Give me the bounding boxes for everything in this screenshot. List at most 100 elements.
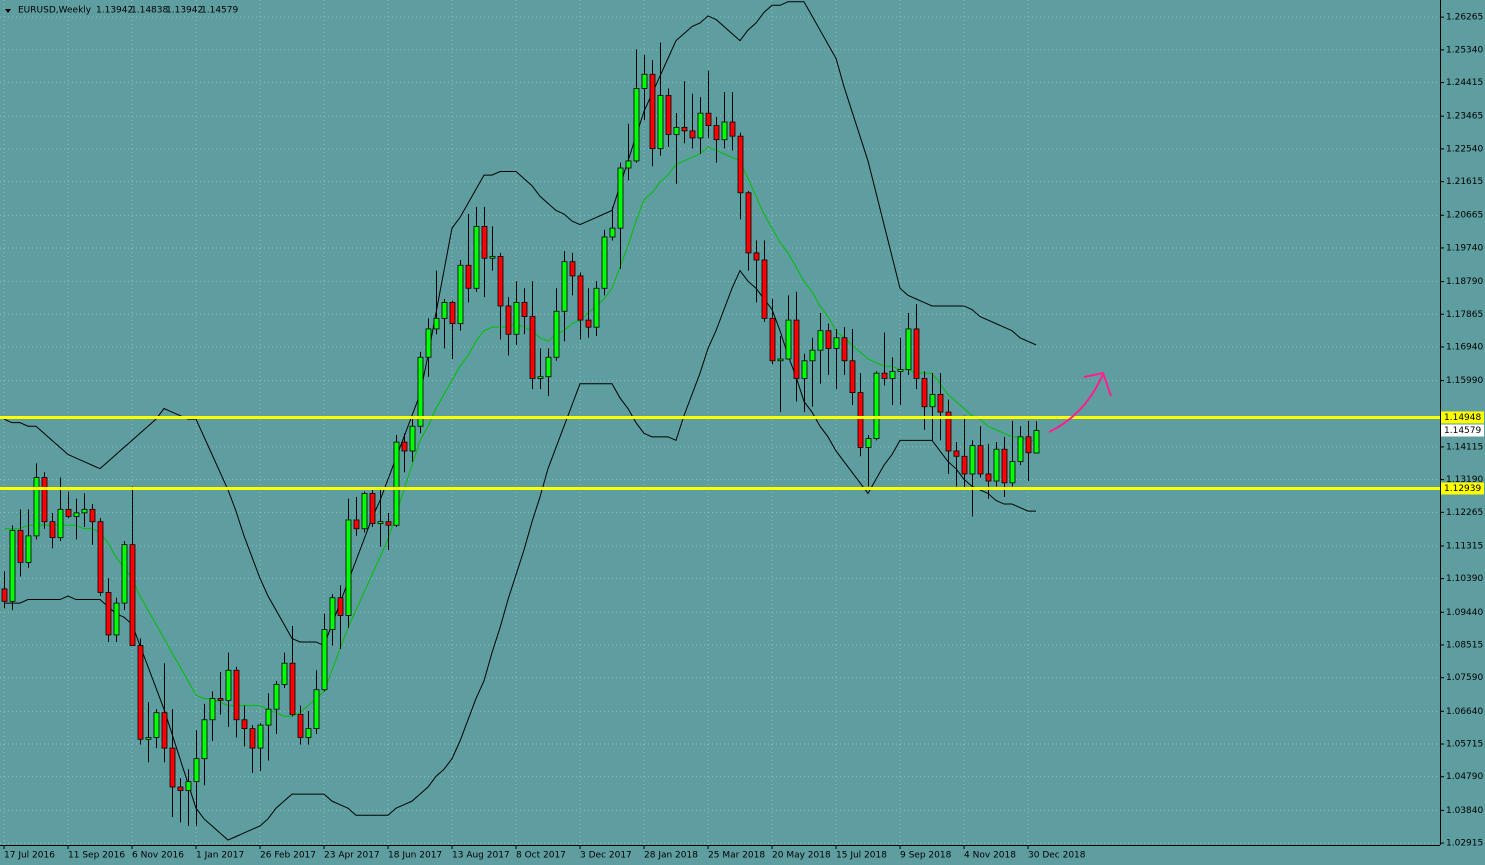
candle-body [273, 684, 280, 710]
candle-body [865, 438, 872, 448]
candle-body [673, 126, 680, 135]
x-tick-label: 17 Jul 2016 [4, 851, 55, 861]
x-tick-label: 15 Jul 2018 [836, 851, 887, 861]
x-tick-label: 30 Dec 2018 [1028, 851, 1086, 861]
y-tick-label: 1.23465 [1446, 112, 1483, 122]
candle-body [889, 370, 896, 379]
candle-body [841, 337, 848, 362]
candle-body [313, 689, 320, 730]
candle-body [297, 714, 304, 738]
candle-body [833, 337, 840, 349]
candle-body [1009, 461, 1016, 484]
candle-body [233, 669, 240, 721]
x-tick-label: 20 May 2018 [772, 851, 831, 861]
candle-body [633, 88, 640, 162]
candle-body [857, 392, 864, 448]
candle-body [1033, 430, 1040, 454]
candle-body [41, 477, 48, 523]
candle-body [49, 521, 56, 539]
candle-body [185, 781, 192, 791]
y-tick-label: 1.02915 [1446, 839, 1483, 849]
candle-body [753, 252, 760, 261]
y-tick-label: 1.08515 [1446, 640, 1483, 650]
candle-body [433, 317, 440, 330]
candle-body [113, 602, 120, 636]
candle-body [73, 512, 80, 517]
candle-body [561, 261, 568, 312]
candle-body [89, 508, 96, 523]
candle-body [425, 328, 432, 358]
candle-body [713, 125, 720, 141]
candle-body [913, 328, 920, 379]
candle-body [169, 747, 176, 788]
x-tick-label: 1 Jan 2017 [196, 851, 244, 861]
candle-body [569, 261, 576, 277]
candle-body [81, 508, 88, 514]
candle-body [945, 411, 952, 452]
y-tick-label: 1.21615 [1446, 177, 1483, 187]
candle-body [529, 316, 536, 379]
y-tick-label: 1.20665 [1446, 211, 1483, 221]
grid [0, 0, 1440, 845]
candle-body [649, 73, 656, 149]
y-tick-label: 1.07590 [1446, 673, 1483, 683]
y-tick-label: 1.26265 [1446, 13, 1483, 23]
candle-body [409, 425, 416, 452]
candle-body [681, 126, 688, 132]
candle-body [745, 192, 752, 254]
candle-body [257, 724, 264, 749]
candle-body [937, 393, 944, 413]
y-tick-label: 1.12265 [1446, 508, 1483, 518]
candle-body [921, 378, 928, 408]
candle-body [305, 728, 312, 738]
candle-body [201, 719, 208, 760]
candle-body [737, 135, 744, 194]
candle-body [121, 544, 128, 604]
x-tick-label: 6 Nov 2016 [132, 851, 184, 861]
candle-body [225, 669, 232, 701]
candle-body [801, 360, 808, 379]
candle-body [593, 287, 600, 328]
y-tick-label: 1.16940 [1446, 342, 1483, 352]
candle-body [25, 535, 32, 563]
price-label-box [1441, 424, 1484, 437]
candle-body [321, 629, 328, 691]
x-tick-label: 28 Jan 2018 [644, 851, 698, 861]
indicator-line [4, 146, 1036, 717]
candle-body [537, 376, 544, 379]
candle-body [929, 393, 936, 408]
candle-body [385, 521, 392, 526]
candle-body [609, 227, 616, 238]
candle-body [809, 349, 816, 362]
candle-body [153, 712, 160, 738]
y-tick-label: 1.24415 [1446, 78, 1483, 88]
candle-body [377, 521, 384, 524]
x-tick-label: 8 Oct 2017 [516, 851, 566, 861]
menu-triangle[interactable] [5, 9, 11, 13]
levels: 1.14948 1.12939 1.14579 [0, 411, 1484, 495]
candle-body [873, 372, 880, 439]
candle-body [393, 441, 400, 526]
candle-body [345, 519, 352, 616]
candle-body [777, 358, 784, 362]
candle-body [329, 597, 336, 630]
y-tick-label: 1.09440 [1446, 608, 1483, 618]
candle-body [417, 356, 424, 427]
candle-body [145, 737, 152, 740]
candle-body [689, 130, 696, 139]
candle-body [905, 328, 912, 371]
chart-title: EURUSD,Weekly [18, 6, 92, 16]
y-tick-label: 1.19740 [1446, 243, 1483, 253]
x-tick-label: 9 Sep 2018 [900, 851, 952, 861]
y-tick-label: 1.06640 [1446, 707, 1483, 717]
candle-body [209, 698, 216, 721]
y-tick-label: 1.05715 [1446, 740, 1483, 750]
candle-body [585, 319, 592, 328]
candle-body [177, 786, 184, 791]
candle-body [193, 758, 200, 783]
x-tick-label: 13 Aug 2017 [452, 851, 510, 861]
candle-body [17, 530, 24, 563]
candle-body [353, 519, 360, 530]
header-close: 1.14579 [201, 6, 238, 16]
